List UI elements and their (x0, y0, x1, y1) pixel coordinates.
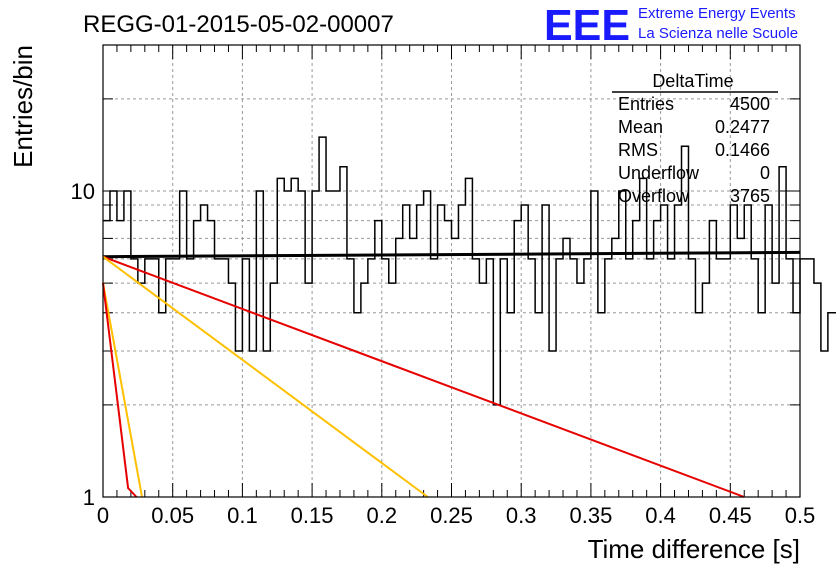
logo-line-2: La Scienza nelle Scuole (638, 25, 798, 42)
y-tick-label: 10 (71, 179, 95, 204)
chart-title: REGG-01-2015-05-02-00007 (83, 11, 394, 38)
y-tick-label: 1 (83, 485, 95, 510)
fit-curves (102, 250, 801, 498)
stats-value: 0 (760, 163, 770, 183)
x-tick-label: 0.25 (430, 503, 473, 528)
x-tick-label: 0.45 (709, 503, 752, 528)
stats-label: Mean (618, 117, 663, 137)
x-tick-label: 0.3 (506, 503, 537, 528)
stats-label: Entries (618, 94, 674, 114)
logo-mark: EEE (544, 1, 630, 50)
x-tick-label: 0.05 (151, 503, 194, 528)
x-tick-label: 0.35 (569, 503, 612, 528)
stats-box: DeltaTime Entries 4500 Mean 0.2477 RMS 0.1466… (612, 71, 778, 206)
x-tick-label: 0.15 (291, 503, 334, 528)
stats-value: 0.1466 (715, 140, 770, 160)
plot-frame (102, 44, 801, 498)
stats-label: Underflow (618, 163, 700, 183)
x-axis-label: Time difference [s] (588, 534, 800, 564)
logo-line-1: Extreme Energy Events (638, 5, 796, 22)
stats-value: 4500 (730, 94, 770, 114)
flat-fit-line (102, 250, 801, 259)
histogram (103, 136, 836, 406)
histogram-outline (103, 136, 836, 406)
x-tick-label: 0.5 (785, 503, 816, 528)
stats-value: 0.2477 (715, 117, 770, 137)
exponential-curve (102, 255, 429, 498)
exponential-curve (102, 282, 144, 498)
stats-value: 3765 (730, 186, 770, 206)
stats-label: Overflow (618, 186, 690, 206)
stats-label: RMS (618, 140, 658, 160)
exponential-curve (102, 255, 745, 498)
y-axis-label: Entries/bin (8, 45, 38, 168)
x-tick-label: 0.4 (645, 503, 676, 528)
eee-logo: EEE Extreme Energy Events La Scienza nel… (544, 1, 798, 50)
x-tick-label: 0 (97, 503, 109, 528)
tick-labels: 0 0.05 0.1 0.15 0.2 0.25 0.3 0.35 0.4 0.45 0.5 1 10 (71, 179, 816, 528)
stats-rows: Entries 4500 Mean 0.2477 RMS 0.1466 Underflow 0… (618, 94, 770, 206)
x-tick-label: 0.1 (227, 503, 258, 528)
x-tick-label: 0.2 (367, 503, 398, 528)
stats-title: DeltaTime (652, 71, 733, 91)
exponential-curve (102, 282, 138, 498)
